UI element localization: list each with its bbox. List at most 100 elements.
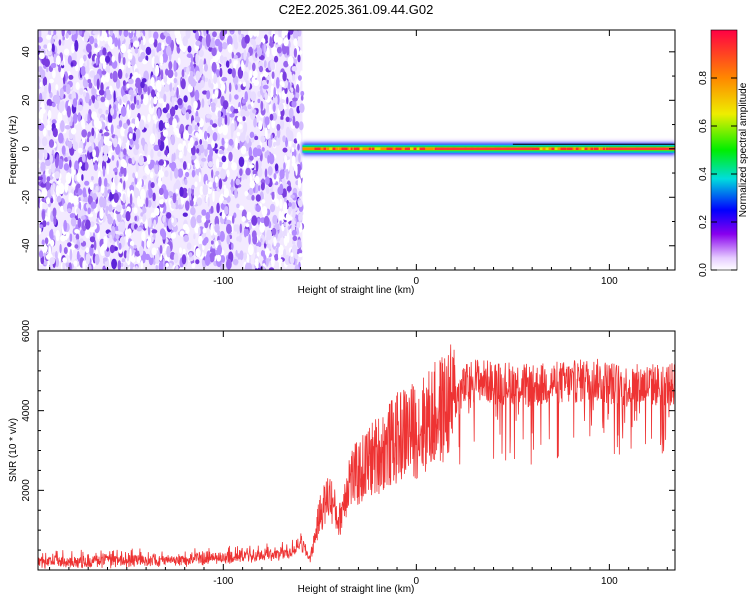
noise-blob	[282, 71, 287, 82]
noise-blob	[148, 188, 153, 199]
noise-blob	[39, 250, 44, 258]
noise-blob	[156, 46, 160, 53]
noise-blob	[195, 161, 200, 170]
noise-blob	[284, 108, 290, 116]
noise-blob	[118, 242, 122, 250]
noise-blob	[129, 184, 135, 192]
noise-blob	[85, 65, 90, 74]
noise-blob	[165, 68, 169, 76]
noise-blob	[129, 30, 132, 34]
noise-blob	[284, 254, 290, 265]
noise-blob	[283, 162, 286, 170]
noise-blob	[109, 191, 113, 202]
noise-blob	[276, 242, 280, 248]
noise-blob	[238, 32, 242, 43]
noise-blob	[117, 260, 122, 270]
noise-blob	[152, 123, 156, 135]
noise-blob	[248, 234, 251, 245]
noise-blob	[134, 215, 138, 222]
noise-blob	[294, 264, 300, 270]
noise-blob	[158, 170, 165, 178]
spectrogram-x-axis-label: Height of straight line (km)	[298, 285, 415, 296]
noise-blob	[176, 149, 179, 155]
noise-blob	[273, 253, 279, 261]
noise-blob	[77, 104, 84, 111]
noise-blob	[87, 79, 92, 84]
noise-blob	[190, 61, 193, 68]
noise-blob	[198, 171, 201, 183]
noise-blob	[276, 46, 282, 54]
noise-blob	[39, 224, 43, 229]
noise-blob	[151, 247, 157, 256]
band-core-segment	[590, 147, 594, 150]
noise-blob	[81, 215, 86, 220]
noise-blob	[229, 30, 234, 33]
spectrogram-y-tick-label: 20	[21, 94, 32, 106]
noise-blob	[275, 198, 280, 207]
noise-blob	[70, 30, 76, 36]
noise-blob	[91, 86, 97, 97]
noise-blob	[206, 90, 211, 100]
noise-blob	[74, 175, 78, 182]
noise-blob	[288, 107, 294, 119]
noise-blob	[64, 182, 69, 193]
band-core-segment	[356, 147, 361, 150]
noise-blob	[138, 155, 144, 166]
noise-blob	[189, 137, 194, 149]
noise-blob	[46, 176, 51, 182]
band-core-segment	[530, 147, 534, 150]
noise-blob	[92, 30, 99, 35]
noise-blob	[211, 104, 216, 113]
noise-blob	[295, 92, 300, 100]
noise-blob	[227, 43, 233, 53]
noise-blob	[249, 155, 254, 161]
noise-blob	[159, 199, 164, 205]
noise-blob	[55, 55, 61, 66]
noise-blob	[46, 66, 49, 73]
noise-blob	[217, 230, 221, 237]
noise-blob	[226, 223, 232, 234]
noise-blob	[287, 130, 294, 142]
noise-blob	[171, 217, 174, 223]
noise-blob	[257, 217, 261, 225]
noise-blob	[214, 55, 218, 61]
noise-blob	[215, 170, 220, 176]
noise-blob	[106, 163, 110, 175]
noise-blob	[260, 135, 266, 143]
noise-blob	[118, 52, 121, 64]
noise-blob	[99, 30, 102, 37]
noise-blob	[182, 161, 187, 170]
noise-blob	[93, 163, 98, 171]
noise-blob	[58, 132, 64, 144]
noise-blob	[126, 103, 130, 116]
noise-blob	[250, 101, 254, 107]
noise-blob	[73, 237, 77, 245]
noise-blob	[127, 61, 131, 69]
noise-blob	[190, 81, 197, 87]
noise-blob	[254, 258, 259, 263]
band-core-segment	[341, 147, 346, 150]
noise-blob	[117, 37, 121, 50]
noise-blob	[210, 37, 216, 49]
noise-blob	[127, 187, 130, 198]
noise-blob	[291, 201, 296, 210]
noise-blob	[68, 74, 74, 80]
noise-blob	[222, 100, 229, 110]
noise-blob	[292, 73, 296, 81]
colorbar-tick-label: 0.4	[698, 167, 709, 181]
noise-blob	[82, 187, 87, 198]
noise-blob	[264, 116, 270, 126]
spectrogram-frame	[37, 29, 676, 271]
noise-blob	[183, 130, 190, 141]
noise-blob	[170, 134, 176, 146]
noise-blob	[113, 219, 116, 227]
noise-blob	[94, 253, 100, 266]
band-core-segment	[317, 147, 321, 150]
noise-blob	[238, 235, 242, 243]
noise-blob	[96, 78, 100, 90]
noise-blob	[283, 37, 289, 47]
noise-blob	[55, 229, 60, 242]
noise-blob	[287, 56, 294, 67]
noise-blob	[114, 174, 118, 187]
noise-blob	[91, 127, 95, 137]
